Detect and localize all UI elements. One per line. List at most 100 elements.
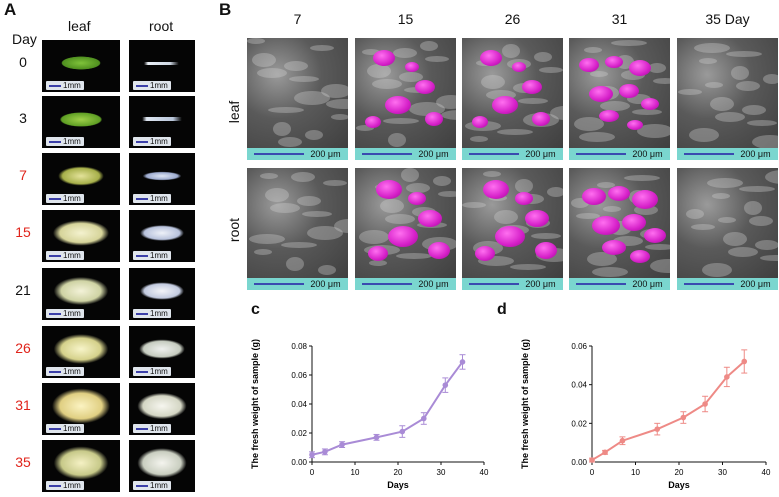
x-tick-label: 10 xyxy=(351,468,360,477)
root-photo-day-7: 1mm xyxy=(129,153,195,205)
sem-texture xyxy=(305,130,323,140)
sem-texture xyxy=(539,67,563,73)
sem-texture xyxy=(689,128,719,142)
magenta-cell xyxy=(630,250,650,263)
day-label-21: 21 xyxy=(15,282,31,298)
root-tissue-sample xyxy=(140,117,184,121)
sem-texture xyxy=(579,132,615,142)
magenta-cell xyxy=(622,214,646,231)
sem-texture xyxy=(297,196,321,206)
sem-texture xyxy=(576,213,600,219)
day-label-0: 0 xyxy=(19,54,27,70)
data-point xyxy=(442,382,449,388)
root-photo-day-0: 1mm xyxy=(129,40,195,92)
sem-texture xyxy=(278,137,302,147)
sem-scale-bar: 200 μm xyxy=(569,278,670,290)
sem-texture xyxy=(712,193,730,199)
sem-texture xyxy=(307,226,343,240)
sem-scale-bar: 200 μm xyxy=(355,148,456,160)
magenta-cell xyxy=(376,180,402,199)
leaf-tissue-sample xyxy=(57,55,105,71)
data-point xyxy=(702,401,708,407)
sem-texture xyxy=(294,91,330,105)
sem-scale-bar: 200 μm xyxy=(462,278,563,290)
sem-row-label-leaf: leaf xyxy=(226,100,242,124)
sem-texture xyxy=(401,168,419,182)
x-tick-label: 20 xyxy=(675,468,684,477)
sem-texture xyxy=(257,68,287,78)
magenta-cell xyxy=(608,186,630,201)
x-axis-title: Days xyxy=(668,480,690,490)
sem-day-header-0: 7 xyxy=(293,11,302,27)
sem-texture xyxy=(760,255,778,261)
magenta-cell xyxy=(415,80,435,94)
leaf-tissue-sample xyxy=(56,110,106,128)
sem-image-root-day-3: 200 μm xyxy=(569,168,670,290)
sem-texture xyxy=(587,252,617,266)
sem-texture xyxy=(265,188,289,202)
sem-texture xyxy=(252,53,276,67)
sem-scale-bar: 200 μm xyxy=(247,148,348,160)
magenta-cell xyxy=(579,58,599,72)
y-tick-label: 0.06 xyxy=(291,371,307,380)
sem-image-root-day-1: 200 μm xyxy=(355,168,456,290)
sem-texture xyxy=(367,64,391,78)
leaf-tissue-sample xyxy=(48,218,114,248)
sem-texture xyxy=(597,182,615,188)
sem-texture xyxy=(718,217,736,223)
sem-texture xyxy=(590,71,608,77)
sem-image-leaf-day-1: 200 μm xyxy=(355,38,456,160)
y-tick-label: 0.08 xyxy=(291,342,307,351)
sem-texture xyxy=(478,256,514,266)
scale-bar-line xyxy=(49,427,61,430)
root-photo-day-21: 1mm xyxy=(129,268,195,320)
scale-bar: 1mm xyxy=(133,481,171,490)
scale-bar-label: 1mm xyxy=(63,367,81,376)
sem-texture xyxy=(765,170,778,184)
sem-texture xyxy=(510,264,546,270)
sem-texture xyxy=(726,51,762,57)
x-tick-label: 40 xyxy=(480,468,489,477)
root-tissue-sample xyxy=(134,446,190,480)
sem-texture xyxy=(699,58,717,64)
scale-bar-line xyxy=(136,312,148,315)
magenta-cell xyxy=(641,98,659,110)
sem-texture xyxy=(249,234,285,244)
y-tick-label: 0.02 xyxy=(571,419,587,428)
magenta-cell xyxy=(418,210,442,227)
sem-texture xyxy=(334,219,348,233)
scale-bar-label: 1mm xyxy=(63,424,81,433)
sem-texture xyxy=(705,82,723,88)
scale-bar-line xyxy=(136,197,148,200)
sem-texture xyxy=(247,38,265,44)
leaf-tissue-sample xyxy=(48,386,114,426)
sem-texture xyxy=(362,49,380,55)
sem-scale-bar: 200 μm xyxy=(355,278,456,290)
sem-scale-bar-line xyxy=(684,153,735,155)
root-photo-day-31: 1mm xyxy=(129,383,195,435)
magenta-cell xyxy=(492,96,518,114)
magenta-cell xyxy=(408,192,426,205)
scale-bar: 1mm xyxy=(133,194,171,203)
y-tick-label: 0.00 xyxy=(571,458,587,467)
data-point xyxy=(399,428,406,435)
scale-bar: 1mm xyxy=(46,424,84,433)
sem-image-root-day-4: 200 μm xyxy=(677,168,778,290)
sem-texture xyxy=(715,112,745,122)
sem-scale-bar: 200 μm xyxy=(677,148,778,160)
scale-bar-line xyxy=(49,370,61,373)
sem-texture xyxy=(323,180,347,186)
sem-texture xyxy=(433,176,451,186)
magenta-cell xyxy=(512,62,526,72)
x-axis-title: Days xyxy=(387,480,409,490)
sem-texture xyxy=(531,233,561,239)
sem-texture xyxy=(399,72,423,82)
sem-scale-bar-label: 200 μm xyxy=(740,149,771,159)
data-point xyxy=(589,457,595,463)
sem-texture xyxy=(385,214,415,224)
sem-texture xyxy=(731,66,749,80)
scale-bar-line xyxy=(49,140,61,143)
sem-scale-bar-label: 200 μm xyxy=(632,279,663,289)
sem-texture xyxy=(749,216,773,226)
sem-image-root-day-0: 200 μm xyxy=(247,168,348,290)
